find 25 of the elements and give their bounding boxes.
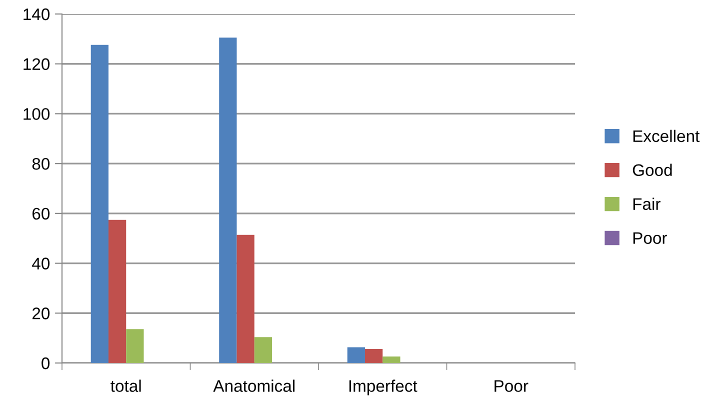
y-tick-label: 100	[24, 108, 50, 120]
bar	[382, 356, 400, 363]
legend-label: Poor	[633, 232, 667, 244]
x-tick-label: Anatomical	[213, 380, 294, 392]
bar	[219, 38, 237, 363]
bar	[126, 329, 144, 363]
legend-label: Fair	[633, 198, 660, 210]
bar	[236, 234, 254, 363]
x-tick-label: total	[110, 380, 141, 392]
bar	[364, 349, 383, 363]
y-tick-label: 80	[32, 158, 50, 170]
x-tick-label: Imperfect	[349, 380, 418, 396]
bar	[90, 44, 108, 363]
bar	[254, 337, 272, 363]
bar	[347, 347, 365, 363]
y-tick-label: 40	[32, 258, 50, 270]
y-tick-label: 0	[42, 357, 50, 370]
y-tick-label: 20	[32, 308, 50, 320]
x-tick-label: Poor	[494, 380, 528, 392]
legend-label: Good	[632, 164, 672, 176]
y-tick-label: 60	[32, 208, 50, 220]
bar	[108, 220, 126, 363]
legend-label: Excellent	[633, 130, 700, 142]
y-tick-label: 140	[24, 8, 50, 20]
y-tick-label: 120	[24, 58, 50, 70]
